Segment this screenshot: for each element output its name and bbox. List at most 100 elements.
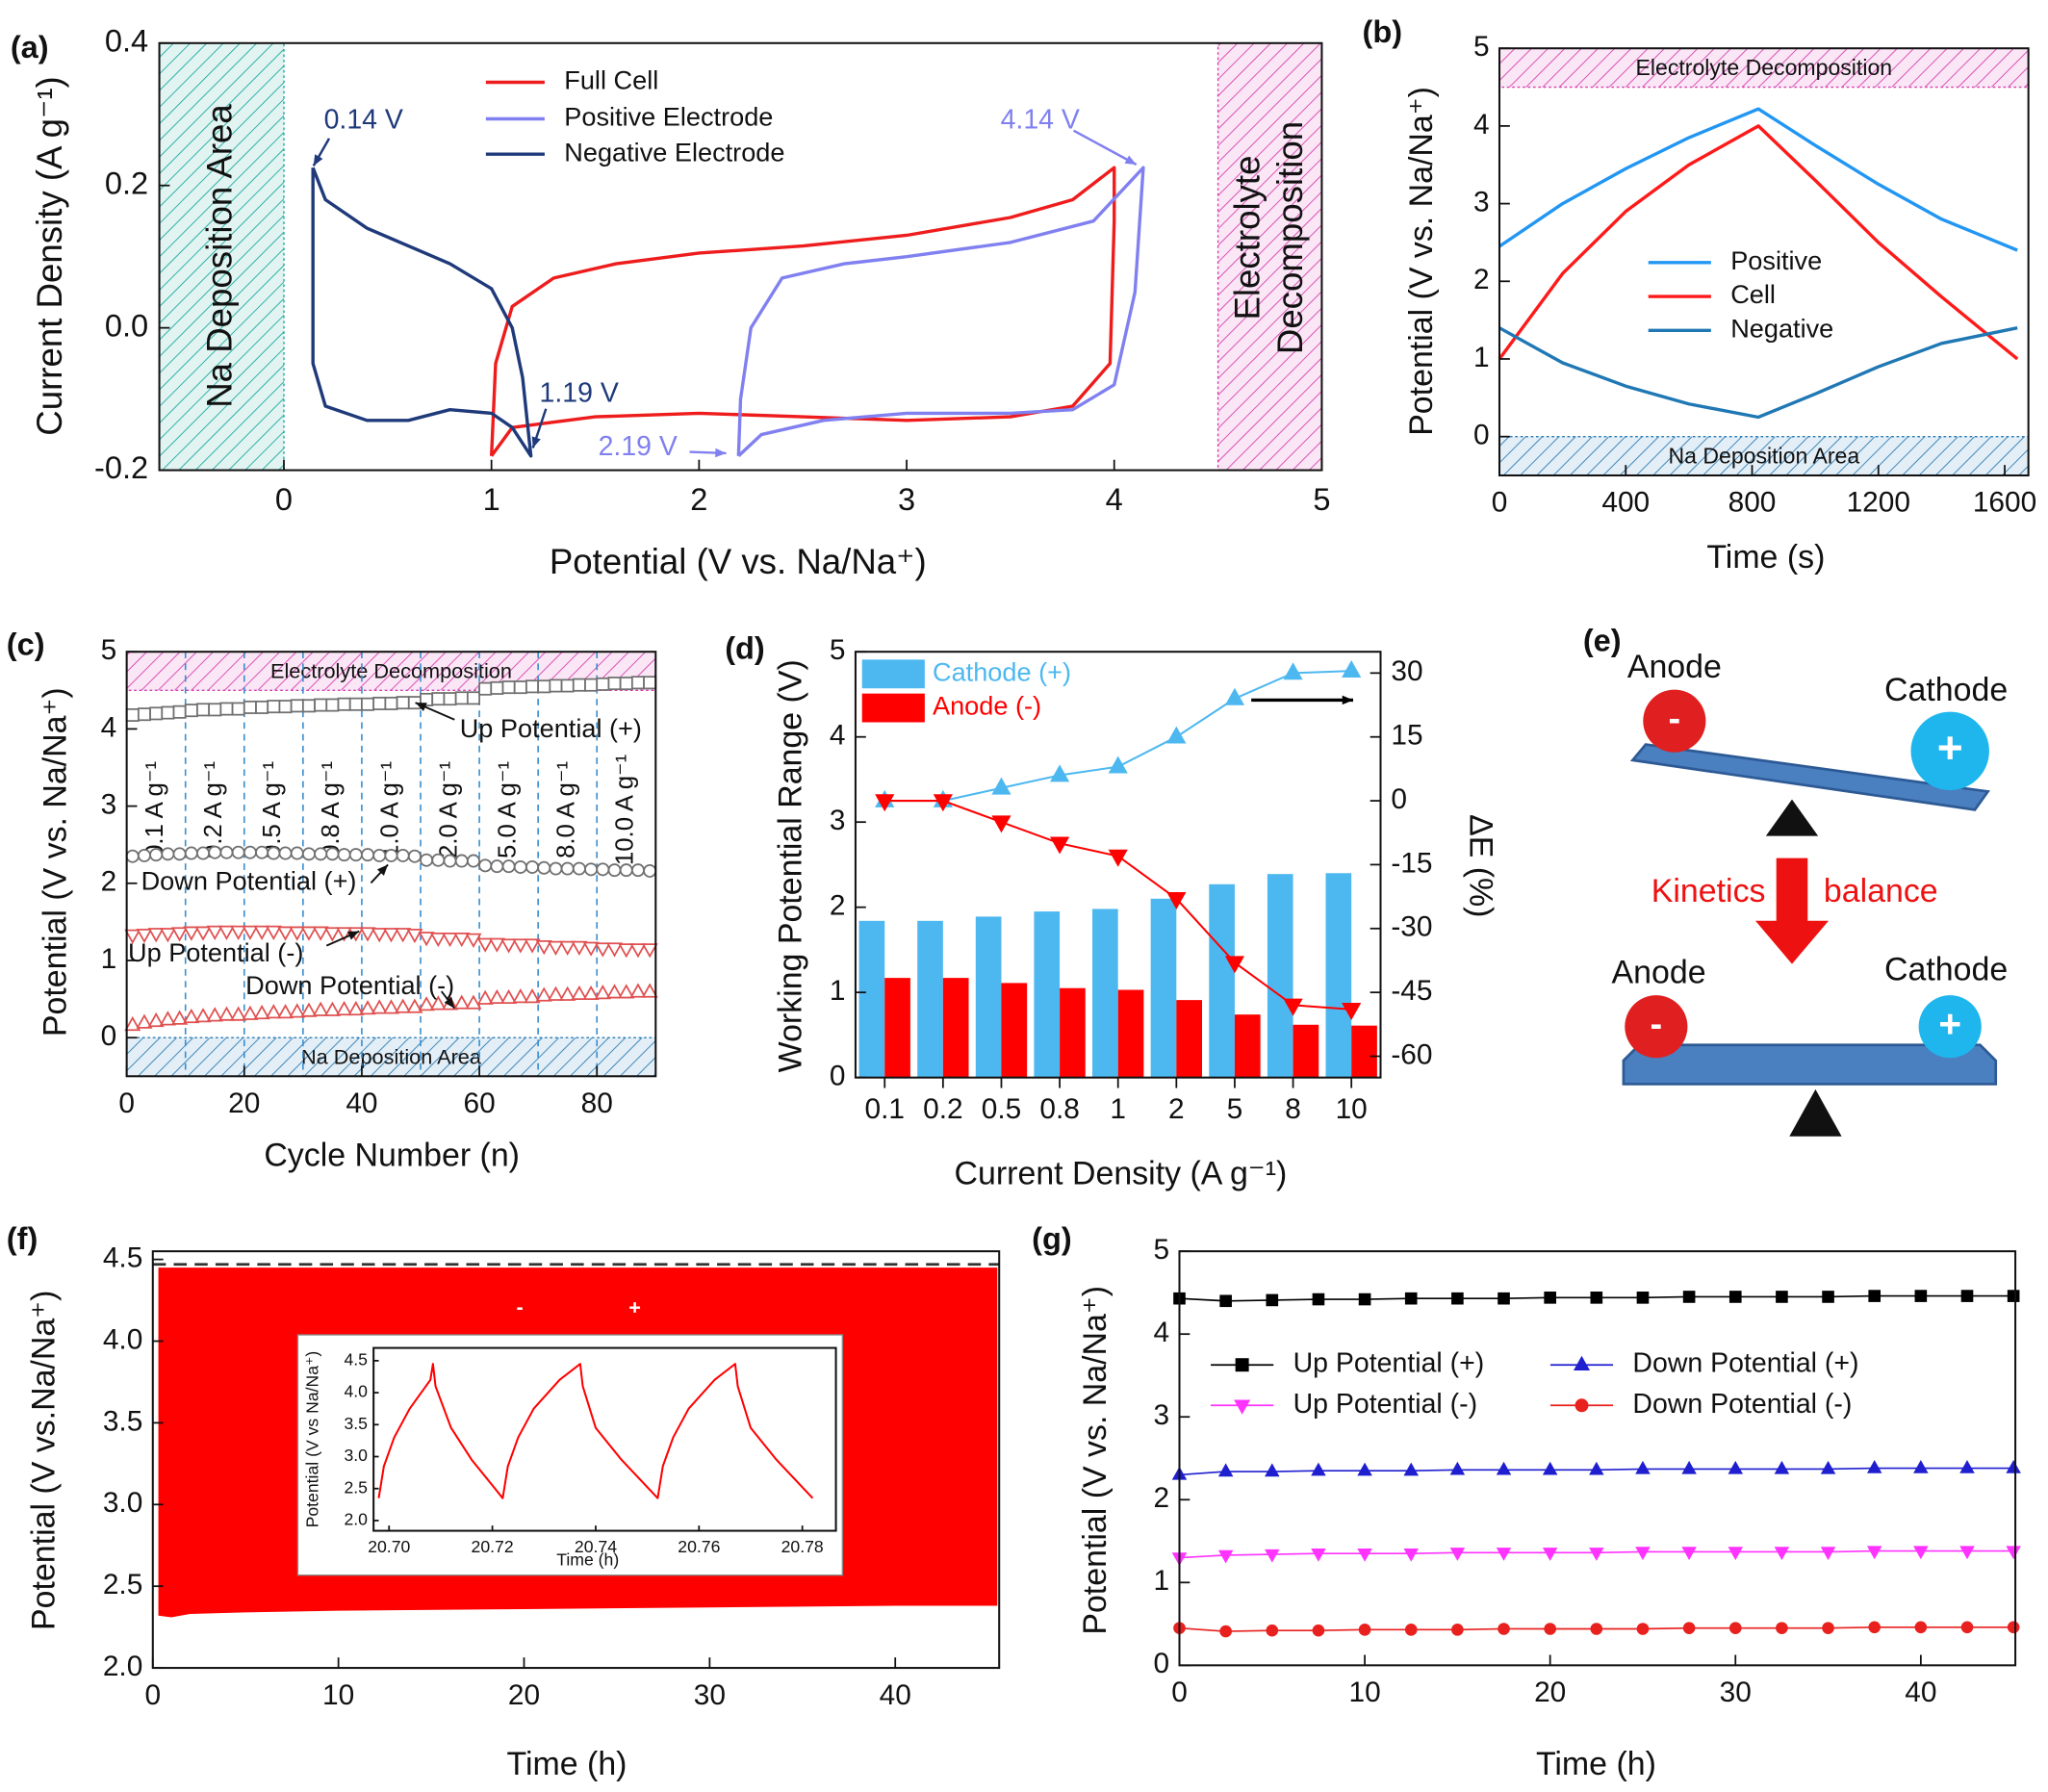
point <box>1449 1548 1466 1561</box>
point <box>559 940 576 956</box>
y-tick-label: 2.5 <box>103 1569 143 1600</box>
point <box>1234 1399 1251 1415</box>
arrow-head <box>1342 695 1353 705</box>
point <box>1312 1624 1325 1637</box>
arrow-head <box>1124 155 1137 165</box>
point <box>641 983 658 998</box>
point <box>606 942 624 958</box>
point <box>1960 1290 1974 1302</box>
point <box>396 848 410 862</box>
point <box>384 848 398 862</box>
label: Anode <box>1612 954 1706 990</box>
x-tick-label: 30 <box>1720 1677 1752 1708</box>
bar <box>1176 1000 1203 1078</box>
point <box>549 678 563 693</box>
point <box>1822 1291 1834 1303</box>
bar <box>917 920 943 1078</box>
point <box>2007 1290 2020 1302</box>
y-tick-label: 1 <box>101 943 117 975</box>
point <box>1496 1461 1512 1475</box>
point <box>312 1001 329 1016</box>
point <box>407 696 422 710</box>
curve <box>1498 124 2019 361</box>
y-tick-label: -0.2 <box>94 450 148 485</box>
point <box>618 943 635 959</box>
bar <box>1267 874 1293 1078</box>
point <box>1108 849 1128 867</box>
point <box>242 1005 259 1020</box>
point <box>1590 1623 1603 1635</box>
y-tick-label: 4 <box>1473 109 1490 141</box>
point <box>253 925 270 940</box>
point <box>442 932 459 948</box>
region-label: Electrolyte Decomposition <box>1636 55 1893 80</box>
point <box>372 696 387 710</box>
point <box>183 926 200 941</box>
y2-tick-label: 15 <box>1391 720 1422 752</box>
point <box>524 988 541 1004</box>
point <box>267 700 281 714</box>
y-tick-label: 3 <box>1153 1399 1169 1431</box>
point <box>443 854 457 868</box>
legend-label: Cathode (+) <box>933 656 1071 686</box>
x-tick-label: 20 <box>1534 1677 1566 1708</box>
point <box>429 995 447 1011</box>
point <box>1496 1548 1512 1561</box>
bar <box>1325 873 1352 1078</box>
point <box>406 928 423 944</box>
point <box>606 984 624 999</box>
x-tick-label: 20.72 <box>472 1537 514 1556</box>
y2-tick-label: -45 <box>1391 975 1432 1007</box>
x-axis-label: Time (s) <box>1706 539 1825 576</box>
series-label: Down Potential (+) <box>141 866 357 896</box>
y-axis-label: Potential (V vs Na/Na⁺) <box>302 1351 321 1528</box>
y-axis-label: Potential (V vs. Na/Na⁺) <box>1403 87 1440 436</box>
sign: + <box>1937 723 1963 773</box>
point <box>512 988 529 1004</box>
arrow-head <box>347 931 360 940</box>
bar <box>858 920 885 1078</box>
legend-label: Negative <box>1730 314 1833 344</box>
point <box>359 1000 376 1015</box>
point <box>301 699 316 713</box>
point <box>406 998 423 1013</box>
curve <box>736 166 1145 458</box>
point <box>1266 1624 1279 1637</box>
point <box>1866 1546 1882 1560</box>
point <box>466 854 480 868</box>
point <box>1822 1622 1834 1634</box>
point <box>1312 1293 1325 1306</box>
rate-label: 0.2 A g⁻¹ <box>200 761 227 858</box>
bar <box>1150 898 1177 1078</box>
arrow-head <box>444 996 455 1009</box>
point <box>149 706 164 721</box>
point <box>301 847 316 861</box>
point <box>323 927 341 942</box>
point <box>643 676 657 690</box>
point <box>490 680 504 695</box>
x-tick-label: 30 <box>694 1679 726 1711</box>
y-tick-label: 0 <box>1153 1648 1169 1679</box>
point <box>466 691 480 705</box>
plot-frame <box>372 1346 837 1532</box>
point <box>1342 659 1362 678</box>
point <box>171 1010 189 1025</box>
region-label: Na Deposition Area <box>301 1044 482 1068</box>
point <box>1235 1358 1249 1372</box>
point <box>336 1000 353 1016</box>
cathode-ball <box>1910 711 1989 791</box>
point <box>596 862 610 877</box>
point <box>278 700 293 714</box>
x-axis-label: Current Density (A g⁻¹) <box>955 1155 1288 1191</box>
y2-tick-label: 30 <box>1391 655 1422 687</box>
y-tick-label: 0.2 <box>105 166 148 200</box>
point <box>991 815 1011 833</box>
series-label: Down Potential (-) <box>245 970 454 1000</box>
point <box>172 704 187 719</box>
point <box>630 676 645 690</box>
annotation: 0.14 V <box>324 105 403 136</box>
label: balance <box>1824 873 1938 909</box>
point <box>359 927 376 942</box>
x-tick-label: 0 <box>144 1679 161 1711</box>
